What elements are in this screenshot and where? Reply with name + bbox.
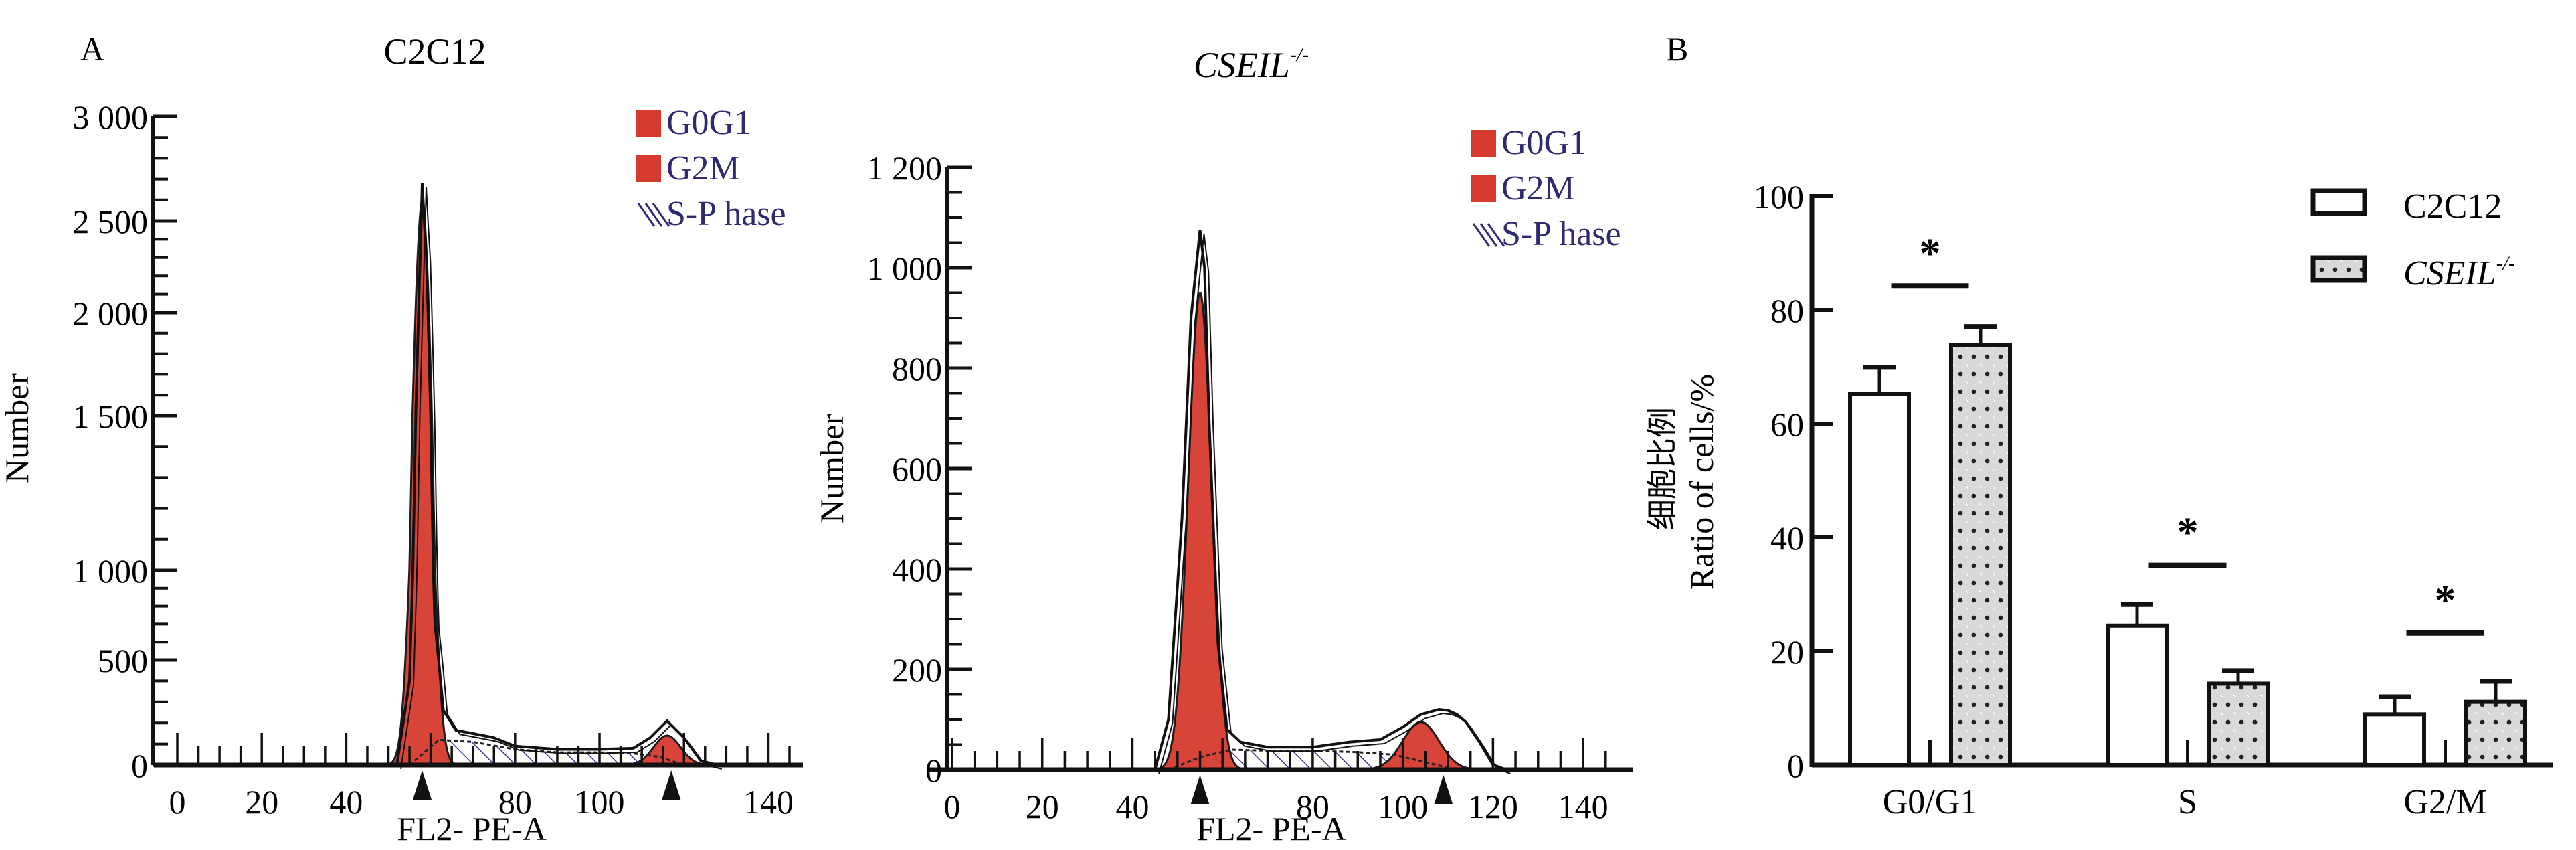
legend-swatch-g2m xyxy=(636,155,661,182)
x-tick-label: 80 xyxy=(498,783,532,821)
hatch-line xyxy=(652,203,670,227)
x-tick-label: 0 xyxy=(169,783,186,821)
hatch-line xyxy=(1487,223,1505,247)
y-tick-label: 400 xyxy=(892,551,942,588)
legend-swatch-g0g1 xyxy=(1471,130,1496,157)
histogram-cseil-knockout: CSEIL-/- Number FL2- PE-A 02004006008001… xyxy=(813,44,1633,847)
legend-label-main: CSEIL xyxy=(2403,254,2496,292)
x-tick-label: 120 xyxy=(1468,788,1518,825)
y-tick-label: 100 xyxy=(1754,178,1804,216)
peak-marker-triangle xyxy=(662,770,681,800)
legend: G0G1 G2M S-P hase xyxy=(1471,124,1621,253)
y-tick-label: 0 xyxy=(925,752,942,789)
g0g1-peak xyxy=(383,197,460,766)
hatch-line xyxy=(1472,223,1491,247)
x-tick-label: 100 xyxy=(575,783,625,821)
g0g1-peak xyxy=(1152,292,1251,771)
y-axis-label: Number xyxy=(813,414,850,523)
bar-c2c12-g0g1 xyxy=(1848,392,1911,767)
x-tick-label: 40 xyxy=(1115,788,1149,825)
bar-c2c12-g2m xyxy=(2363,712,2426,767)
y-tick-label: 1 000 xyxy=(867,250,943,287)
y-tick-label: 1 200 xyxy=(867,149,943,187)
total-histogram-line-offset xyxy=(400,187,722,770)
y-tick-label: 60 xyxy=(1770,406,1804,443)
histogram-title: CSEIL-/- xyxy=(1194,44,1309,85)
x-tick-label: S xyxy=(2178,783,2197,821)
y-tick-label: 1 500 xyxy=(73,398,149,435)
legend-swatch-g2m xyxy=(1471,175,1496,202)
legend-label: G0G1 xyxy=(1501,124,1586,162)
peak-marker-triangle xyxy=(413,770,432,800)
x-tick-label: 20 xyxy=(1026,788,1059,825)
x-tick-label: G0/G1 xyxy=(1883,783,1978,821)
bar-cseil-g0g1 xyxy=(1949,343,2012,767)
y-tick-label: 40 xyxy=(1770,519,1804,557)
legend-label: G2M xyxy=(1501,169,1575,207)
x-tick-label: 40 xyxy=(329,783,363,821)
panel-b-label: B xyxy=(1666,30,1688,68)
legend-label: C2C12 xyxy=(2403,187,2502,226)
x-tick-label: 140 xyxy=(1558,788,1608,825)
y-tick-label: 2 000 xyxy=(73,294,149,332)
hatch-line xyxy=(644,203,663,227)
y-tick-label: 0 xyxy=(131,747,148,784)
significance-asterisk: * xyxy=(2435,576,2456,624)
legend: G0G1 G2M S-P hase xyxy=(636,104,786,233)
peak-marker-triangle xyxy=(1190,775,1210,804)
legend-swatch-c2c12 xyxy=(2310,188,2367,216)
legend-swatch-hatched xyxy=(637,203,670,227)
x-tick-label: 0 xyxy=(944,788,961,825)
hatch-line xyxy=(637,203,656,227)
y-tick-label: 600 xyxy=(892,450,942,488)
x-axis-label: FL2- PE-A xyxy=(1196,810,1346,847)
y-tick-label: 20 xyxy=(1770,633,1804,671)
x-tick-label: 80 xyxy=(1296,788,1329,825)
histogram-title: C2C12 xyxy=(383,31,486,72)
significance-asterisk: * xyxy=(1920,229,1941,276)
y-tick-label: 3 000 xyxy=(73,98,149,136)
legend-swatch-cseil xyxy=(2310,255,2367,283)
x-tick-label: 140 xyxy=(743,783,794,821)
legend-label: G0G1 xyxy=(666,104,751,142)
peak-marker-triangle xyxy=(1434,775,1453,804)
bar-c2c12-s xyxy=(2106,623,2169,767)
title-main: CSEIL xyxy=(1194,45,1290,85)
significance-asterisk: * xyxy=(2177,509,2199,556)
legend-label: CSEIL-/- xyxy=(2403,252,2515,292)
histogram-c2c12: C2C12 Number FL2- PE-A 0 500 1 000 1 500 2 0… xyxy=(0,31,803,847)
legend-label: G2M xyxy=(666,149,740,187)
x-tick-label: G2/M xyxy=(2403,783,2486,821)
hatch-line xyxy=(1479,223,1498,247)
x-axis-label: FL2- PE-A xyxy=(397,810,547,847)
y-tick-label: 800 xyxy=(892,350,942,388)
y-axis-label-chinese: 细胞比例 xyxy=(1645,407,1679,530)
y-tick-label: 2 500 xyxy=(73,203,149,240)
y-axis-label: Number xyxy=(0,373,35,483)
legend-label-superscript: -/- xyxy=(2496,252,2515,274)
y-tick-label: 1 000 xyxy=(73,552,149,590)
y-tick-label: 0 xyxy=(1787,747,1804,784)
bar-cseil-g2m xyxy=(2464,699,2527,768)
bar-chart-cell-ratio: 细胞比例 Ratio of cells/% 0 20 40 60 80 100 G0/G1 *… xyxy=(1645,178,2553,821)
title-superscript: -/- xyxy=(1290,44,1309,66)
total-histogram-line xyxy=(1154,230,1507,771)
legend-swatch-g0g1 xyxy=(636,110,661,137)
y-tick-label: 500 xyxy=(98,642,148,679)
total-histogram-line-offset xyxy=(1158,234,1511,774)
legend-swatch-hatched xyxy=(1472,223,1505,247)
x-tick-label: 20 xyxy=(245,783,278,821)
x-tick-label: 100 xyxy=(1378,788,1428,825)
y-tick-label: 200 xyxy=(892,651,942,689)
panel-a-label: A xyxy=(80,30,104,68)
y-axis-label: Ratio of cells/% xyxy=(1683,374,1720,590)
legend-label: S-P hase xyxy=(1501,215,1621,253)
legend: C2C12 CSEIL-/- xyxy=(2310,187,2515,292)
legend-label: S-P hase xyxy=(666,195,786,233)
y-tick-label: 80 xyxy=(1770,292,1804,329)
bar-cseil-s xyxy=(2207,681,2270,768)
legend-label-main: C2C12 xyxy=(2403,187,2502,226)
total-histogram-line xyxy=(395,183,719,766)
